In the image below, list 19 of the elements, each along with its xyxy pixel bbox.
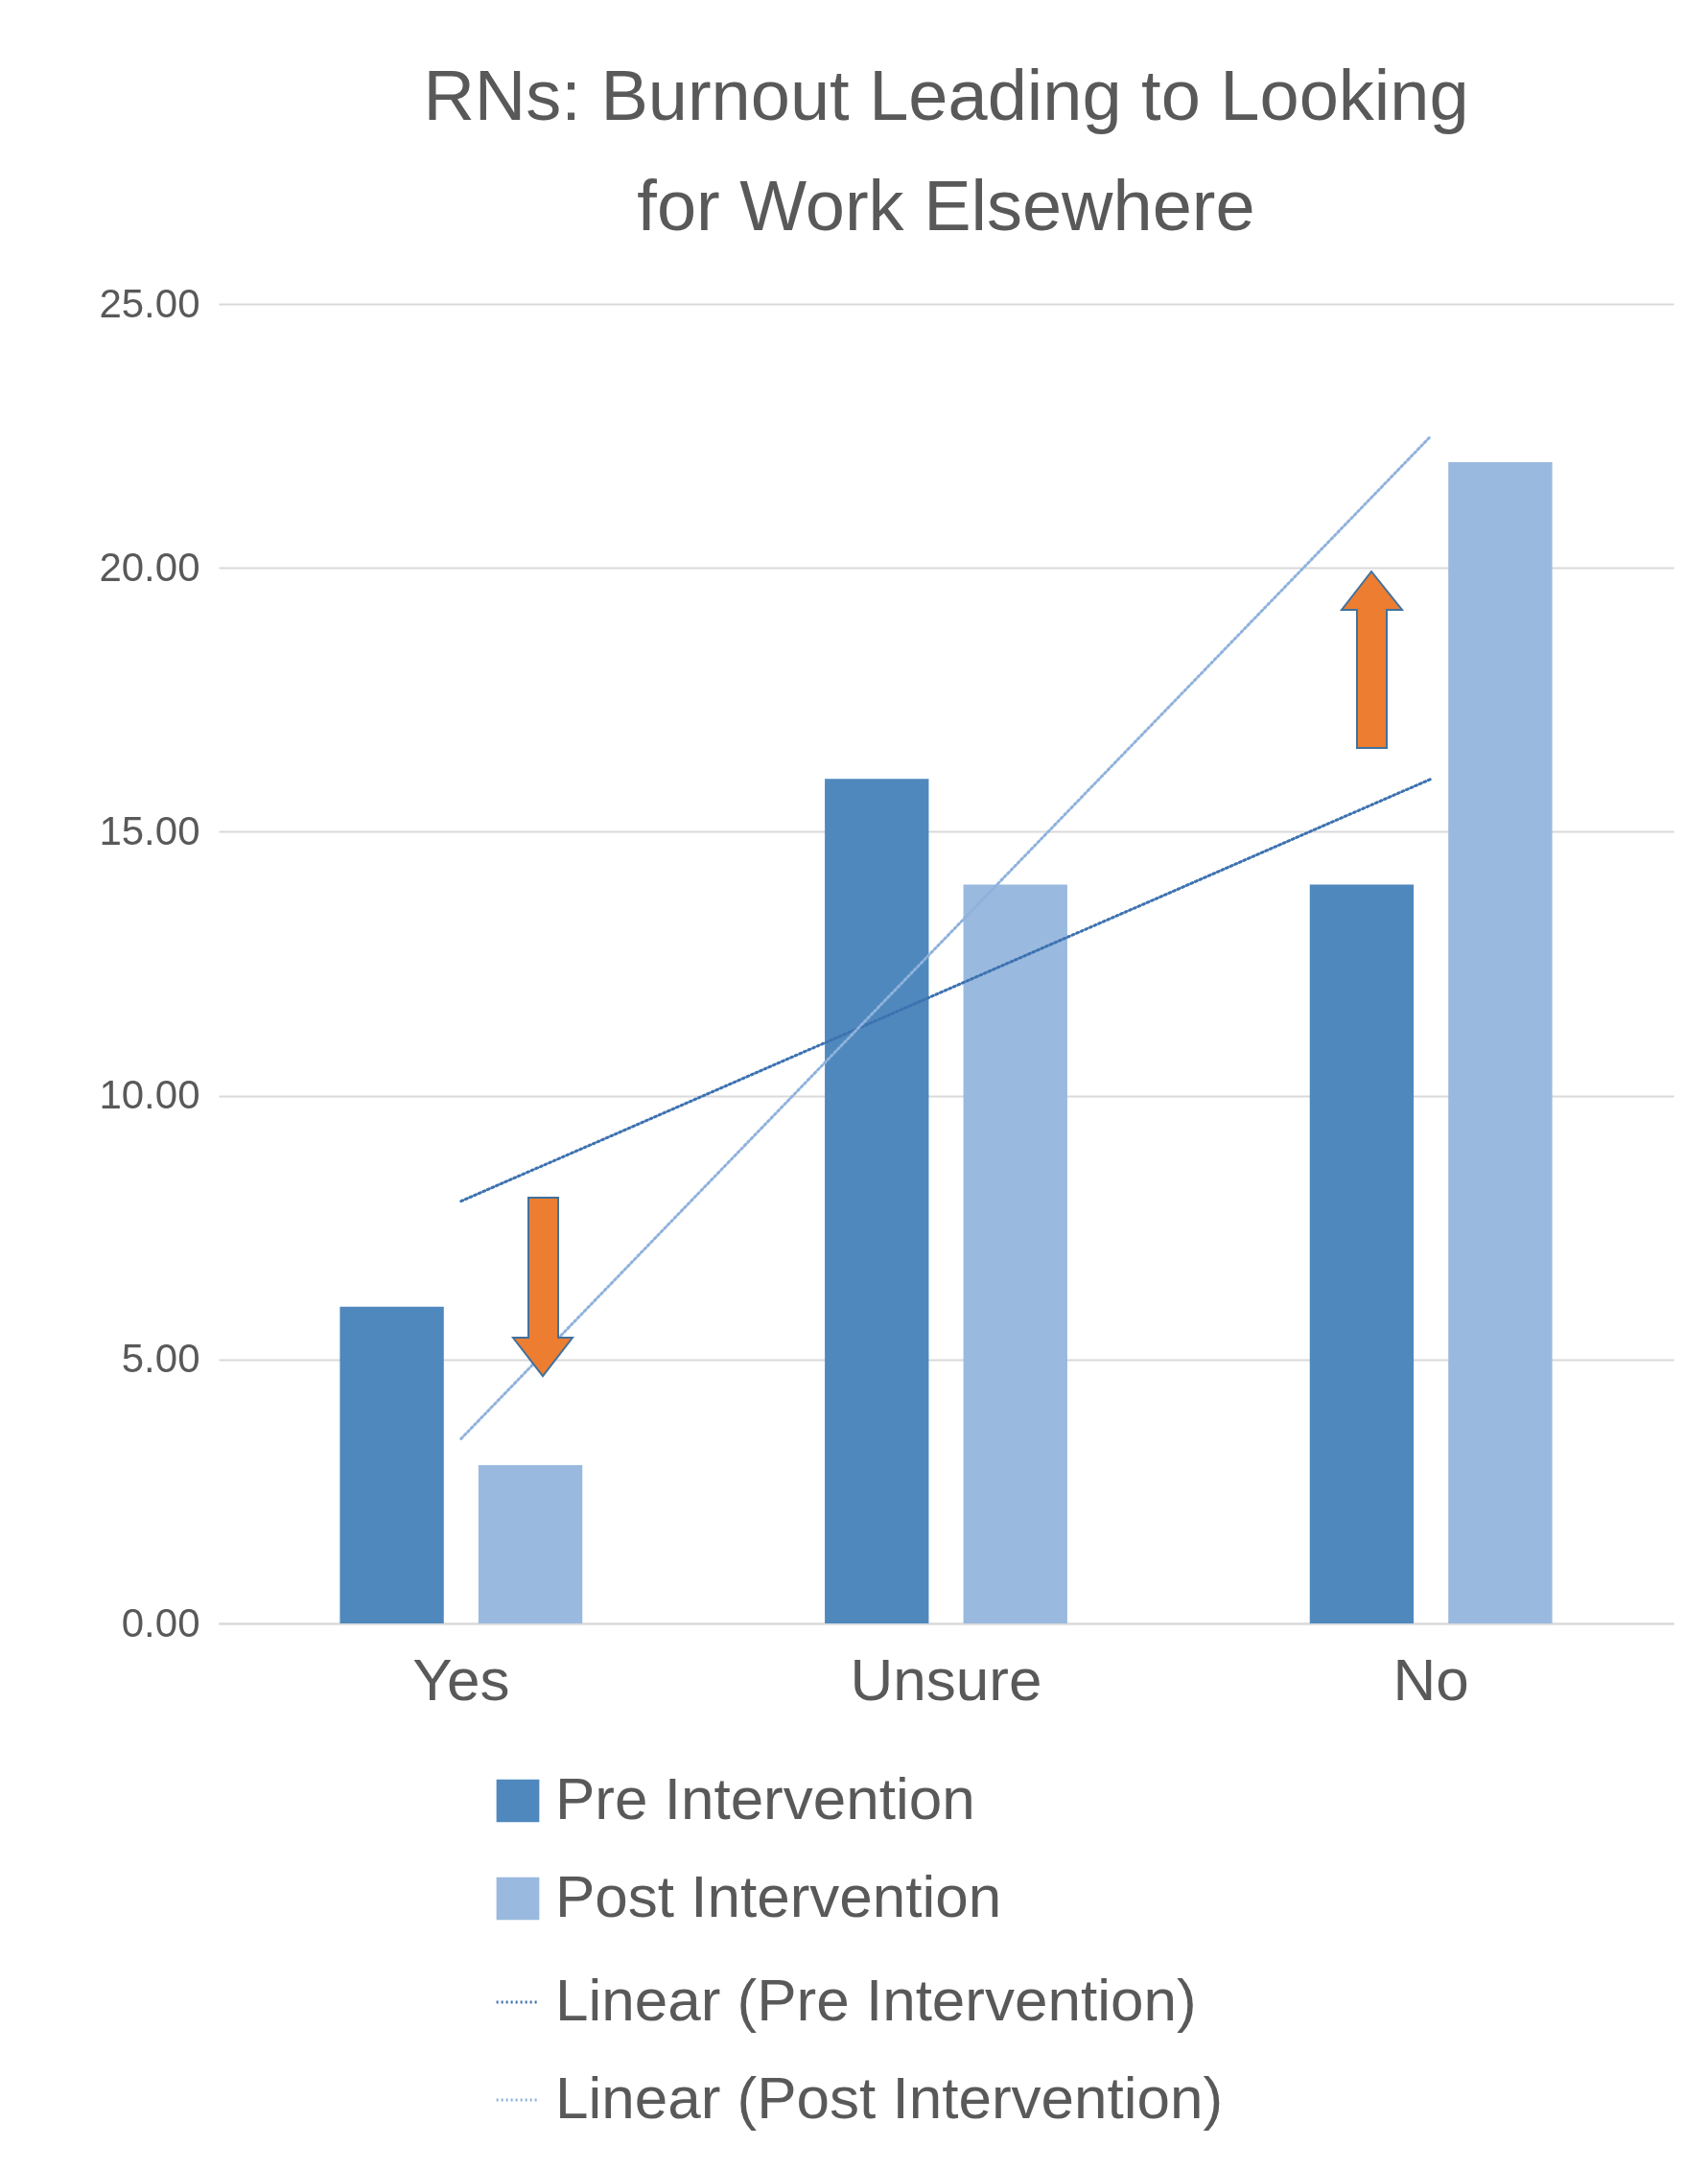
legend-label: Linear (Pre Intervention): [555, 1967, 1197, 2033]
y-tick-label: 20.00: [99, 544, 200, 590]
x-tick-label: Yes: [412, 1645, 510, 1713]
y-tick-label: 15.00: [99, 807, 200, 853]
y-tick-label: 0.00: [121, 1599, 200, 1645]
y-tick-label: 25.00: [99, 280, 200, 326]
legend-label: Post Intervention: [555, 1863, 1002, 1929]
legend-label: Linear (Post Intervention): [555, 2064, 1224, 2131]
bar: [339, 1306, 444, 1623]
bar: [825, 779, 929, 1623]
legend-label: Pre Intervention: [555, 1765, 975, 1831]
x-tick-label: No: [1392, 1645, 1469, 1713]
bar: [1448, 462, 1553, 1623]
x-tick-label: Unsure: [850, 1645, 1042, 1713]
bar: [478, 1464, 583, 1623]
chart-title: RNs: Burnout Leading to Looking for Work Elsewhere: [423, 56, 1469, 245]
y-tick-label: 5.00: [121, 1336, 200, 1382]
y-tick-label: 10.00: [99, 1072, 200, 1118]
bar: [1309, 884, 1415, 1623]
